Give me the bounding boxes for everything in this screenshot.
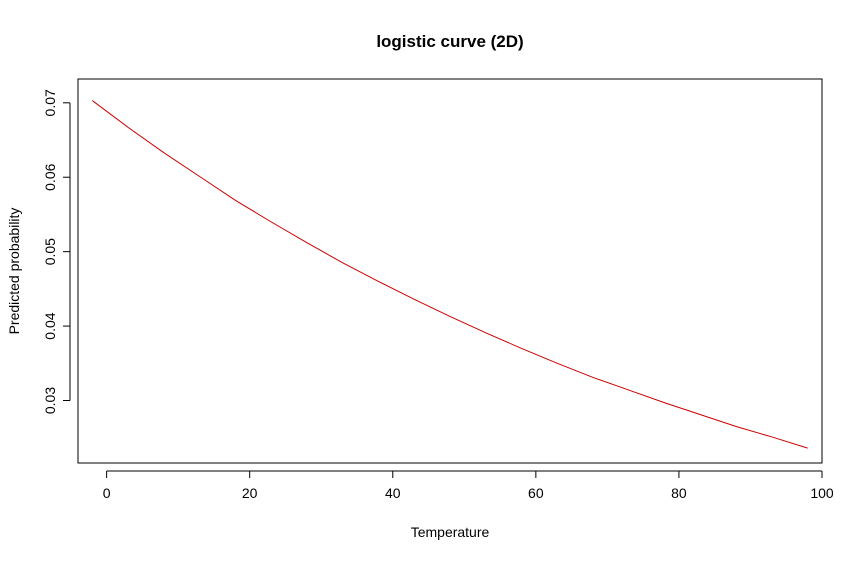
- x-tick-label: 0: [103, 485, 111, 501]
- y-tick-label: 0.07: [42, 89, 58, 116]
- y-axis: 0.03 0.04 0.05 0.06 0.07: [42, 89, 71, 414]
- x-axis-label: Temperature: [411, 524, 490, 540]
- plot-frame: [77, 78, 823, 464]
- y-tick-label: 0.04: [42, 312, 58, 339]
- chart-title: logistic curve (2D): [376, 32, 523, 51]
- x-axis: 0 20 40 60 80 100: [103, 470, 834, 501]
- y-tick-label: 0.05: [42, 238, 58, 265]
- y-tick-label: 0.06: [42, 163, 58, 190]
- x-tick-label: 40: [385, 485, 401, 501]
- x-tick-label: 100: [810, 485, 834, 501]
- x-tick-label: 60: [528, 485, 544, 501]
- y-axis-label: Predicted probability: [6, 208, 22, 335]
- x-tick-label: 80: [671, 485, 687, 501]
- series-layer: [92, 100, 808, 449]
- x-tick-label: 20: [242, 485, 258, 501]
- series-line: [92, 100, 808, 449]
- y-tick-label: 0.03: [42, 387, 58, 414]
